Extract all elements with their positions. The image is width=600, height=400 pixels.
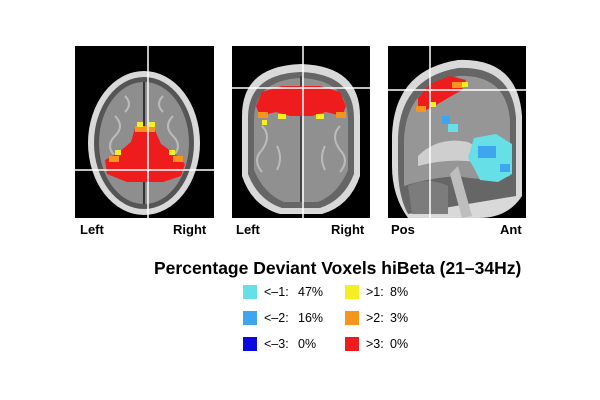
- legend-value: 0%: [298, 337, 317, 351]
- sagittal-posterior-label: Pos: [391, 222, 415, 237]
- legend-item-pos2: >2: 3%: [345, 311, 408, 325]
- legend-title: Percentage Deviant Voxels hiBeta (21–34H…: [154, 258, 522, 278]
- legend-value: 47%: [298, 285, 324, 299]
- legend-item-pos3: >3: 0%: [345, 337, 408, 351]
- legend-item-pos1: >1: 8%: [345, 285, 408, 299]
- legend-label: <–1:: [264, 285, 289, 299]
- legend-swatch: [243, 337, 257, 351]
- coronal-right-label: Right: [331, 222, 365, 237]
- sagittal-brain-image: [388, 46, 526, 218]
- coronal-slice-panel: [232, 46, 370, 218]
- legend-item-neg3: <–3: 0%: [243, 337, 316, 351]
- legend-swatch: [345, 337, 359, 351]
- legend-swatch: [345, 285, 359, 299]
- legend-label: <–2:: [264, 311, 289, 325]
- legend-label: >3:: [366, 337, 384, 351]
- legend-value: 8%: [390, 285, 409, 299]
- sagittal-slice-panel: [388, 46, 526, 218]
- axial-slice-panel: [75, 46, 214, 218]
- coronal-left-label: Left: [236, 222, 260, 237]
- legend-item-neg1: <–1: 47%: [243, 285, 323, 299]
- legend-value: 16%: [298, 311, 324, 325]
- legend-item-neg2: <–2: 16%: [243, 311, 323, 325]
- legend-label: >2:: [366, 311, 384, 325]
- axial-right-label: Right: [173, 222, 207, 237]
- legend-value: 0%: [390, 337, 409, 351]
- legend-swatch: [243, 311, 257, 325]
- sagittal-anterior-label: Ant: [500, 222, 522, 237]
- legend-value: 3%: [390, 311, 409, 325]
- coronal-brain-image: [232, 46, 370, 218]
- axial-brain-image: [75, 46, 214, 218]
- axial-left-label: Left: [80, 222, 104, 237]
- legend-label: >1:: [366, 285, 384, 299]
- legend-label: <–3:: [264, 337, 289, 351]
- legend-swatch: [345, 311, 359, 325]
- legend-swatch: [243, 285, 257, 299]
